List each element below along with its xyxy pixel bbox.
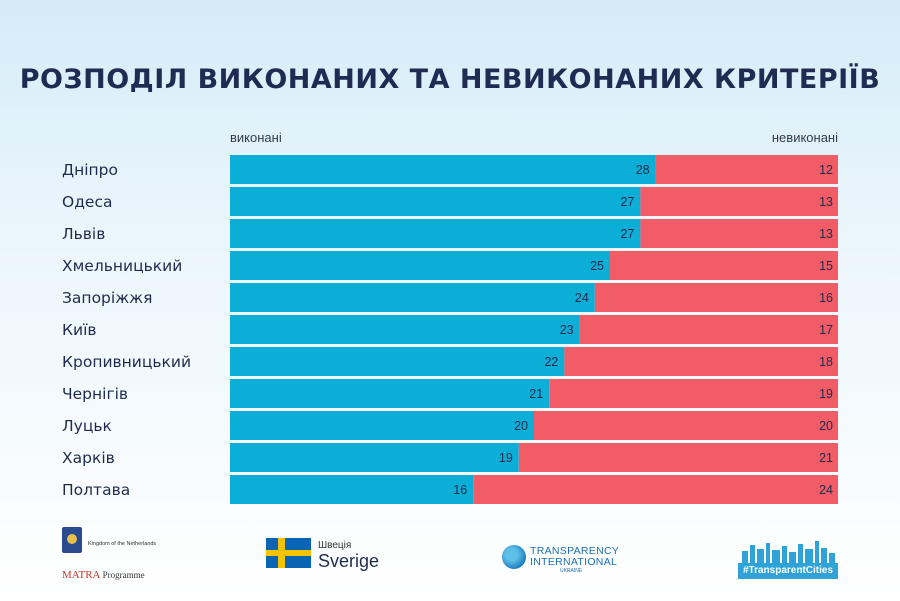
bar-done (230, 475, 474, 504)
value-done: 19 (499, 451, 513, 465)
bar-not-done (473, 475, 838, 504)
transparent-cities-label: #TransparentCities (738, 563, 838, 579)
bar-done (230, 315, 580, 344)
ti-line1: TRANSPARENCY (530, 545, 620, 557)
city-label: Запоріжжя (62, 289, 152, 307)
bar-done (230, 155, 656, 184)
bar-not-done (610, 251, 838, 280)
value-not-done: 13 (819, 227, 833, 241)
sweden-small-text: Швеція (318, 540, 352, 551)
matra-programme: Programme (102, 570, 145, 580)
netherlands-text: Kingdom of the Netherlands (88, 541, 157, 547)
matra-name: MATRA (62, 569, 100, 581)
value-done: 27 (620, 227, 634, 241)
legend-done: виконані (230, 130, 282, 145)
sweden-flag-icon (266, 538, 311, 568)
bar-done (230, 219, 641, 248)
value-done: 24 (575, 291, 589, 305)
bar-not-done (640, 219, 838, 248)
bar-done (230, 379, 550, 408)
bar-not-done (640, 187, 838, 216)
chart-title: РОЗПОДІЛ ВИКОНАНИХ ТА НЕВИКОНАНИХ КРИТЕР… (19, 64, 881, 95)
value-done: 28 (636, 163, 650, 177)
value-not-done: 24 (819, 483, 833, 497)
city-label: Львів (62, 225, 105, 243)
bar-not-done (518, 443, 838, 472)
value-not-done: 20 (819, 419, 833, 433)
bar-not-done (594, 283, 838, 312)
value-done: 22 (544, 355, 558, 369)
city-label: Луцьк (62, 417, 112, 435)
partner-logos: Kingdom of the Netherlands MATRA Program… (0, 525, 900, 595)
bar-not-done (579, 315, 838, 344)
city-label: Кропивницький (62, 353, 191, 371)
value-not-done: 19 (819, 387, 833, 401)
city-label: Харків (62, 449, 115, 467)
value-done: 16 (453, 483, 467, 497)
city-label: Чернігів (62, 385, 128, 403)
bar-done (230, 187, 641, 216)
city-label: Дніпро (62, 161, 118, 179)
bar-done (230, 251, 610, 280)
value-done: 27 (620, 195, 634, 209)
city-label: Хмельницький (62, 257, 182, 275)
stacked-bar-chart: Дніпро 28 12 Одеса 27 13 Львів 27 13 Хмельницький… (62, 155, 838, 504)
sweden-big-text: Sverige (318, 551, 380, 571)
value-not-done: 15 (819, 259, 833, 273)
city-skyline-icon (738, 541, 838, 563)
bar-not-done (549, 379, 838, 408)
legend-not-done: невиконані (771, 130, 838, 145)
value-done: 20 (514, 419, 528, 433)
bar-done (230, 283, 595, 312)
city-label: Полтава (62, 481, 130, 499)
matra-text: MATRA Programme (62, 569, 145, 581)
value-not-done: 12 (819, 163, 833, 177)
value-done: 25 (590, 259, 604, 273)
bar-not-done (534, 411, 838, 440)
ti-line3: UKRAINE (560, 568, 583, 574)
ti-line2: INTERNATIONAL (530, 556, 618, 568)
ti-globe-icon (502, 545, 526, 569)
value-not-done: 21 (819, 451, 833, 465)
value-not-done: 18 (819, 355, 833, 369)
bar-not-done (564, 347, 838, 376)
value-done: 21 (529, 387, 543, 401)
city-label: Одеса (62, 193, 112, 211)
city-label: Київ (62, 321, 97, 339)
bar-done (230, 347, 565, 376)
bar-done (230, 443, 519, 472)
transparent-cities-badge: #TransparentCities (738, 541, 838, 583)
bar-not-done (655, 155, 838, 184)
value-done: 23 (560, 323, 574, 337)
value-not-done: 13 (819, 195, 833, 209)
bar-done (230, 411, 534, 440)
value-not-done: 16 (819, 291, 833, 305)
netherlands-emblem-icon (62, 527, 82, 553)
value-not-done: 17 (819, 323, 833, 337)
